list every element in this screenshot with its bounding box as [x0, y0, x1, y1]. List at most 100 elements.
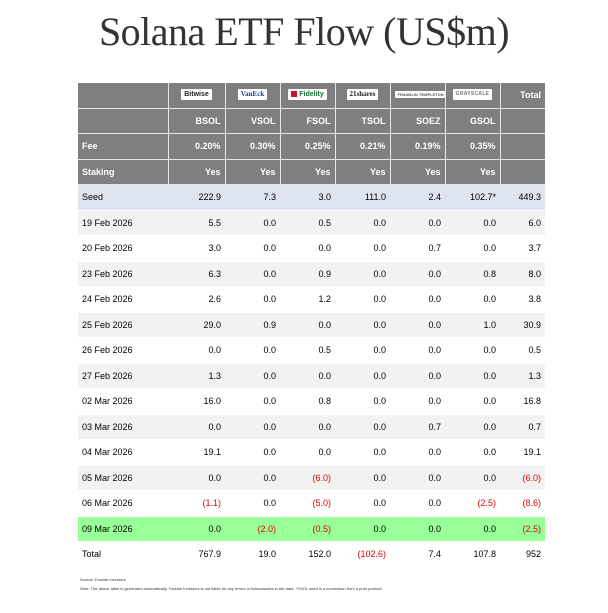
flow-cell: 0.0 — [390, 261, 445, 287]
flow-cell: 0.0 — [168, 465, 225, 491]
flow-cell: 5.5 — [168, 210, 225, 236]
flow-cell: 0.0 — [335, 261, 390, 287]
fee-cell: 0.30% — [225, 133, 281, 160]
row-total-cell: (8.6) — [500, 490, 545, 517]
corner-cell — [78, 83, 169, 109]
row-total-cell: 3.8 — [500, 286, 545, 313]
row-total-cell: 8.0 — [500, 261, 545, 287]
flow-cell: 0.0 — [225, 210, 280, 236]
fee-cell: 0.21% — [335, 133, 391, 160]
staking-cell: Yes — [390, 159, 446, 185]
flow-cell: 0.0 — [335, 516, 390, 542]
flow-cell: 0.9 — [225, 312, 280, 338]
fee-row: Fee 0.20% 0.30% 0.25% 0.21% 0.19% 0.35% — [78, 133, 545, 160]
row-total-cell: 19.1 — [500, 439, 545, 466]
flow-cell: 0.0 — [445, 414, 500, 440]
row-total-cell: 0.5 — [500, 337, 545, 364]
franklin-templeton-logo: FRANKLIN TEMPLETON — [394, 91, 444, 99]
flow-cell: 0.8 — [280, 388, 335, 415]
fee-cell: 0.20% — [168, 133, 226, 160]
fee-cell: 0.19% — [390, 133, 446, 160]
table-row: 19 Feb 2026 5.5 0.0 0.5 0.0 0.0 0.0 6.0 — [78, 210, 545, 236]
flow-cell: 0.0 — [225, 414, 280, 440]
ticker-cell: SOEZ — [390, 108, 446, 134]
flow-cell: 0.0 — [225, 235, 280, 262]
fee-cell: 0.35% — [445, 133, 501, 160]
flow-cell: 0.0 — [335, 388, 390, 415]
flow-cell: 0.0 — [335, 363, 390, 389]
flow-cell: 0.0 — [225, 363, 280, 389]
staking-row: Staking Yes Yes Yes Yes Yes Yes — [78, 159, 545, 185]
row-label: 09 Mar 2026 — [78, 516, 168, 542]
ticker-cell: GSOL — [445, 108, 501, 134]
row-label: 27 Feb 2026 — [78, 363, 168, 389]
staking-label: Staking — [78, 159, 169, 185]
flow-cell: (2.5) — [445, 490, 500, 517]
flow-cell: 0.0 — [390, 465, 445, 491]
flow-cell: 0.0 — [445, 439, 500, 466]
page-title: Solana ETF Flow (US$m) — [98, 9, 510, 54]
flow-cell: 0.5 — [280, 337, 335, 364]
flow-cell: 0.0 — [445, 286, 500, 313]
flow-cell: 0.0 — [445, 337, 500, 364]
flow-cell: 0.0 — [390, 312, 445, 338]
table-row: 09 Mar 2026 0.0 (2.0) (0.5) 0.0 0.0 0.0 (2.5) — [78, 516, 545, 542]
flow-cell: 3.0 — [280, 184, 335, 211]
flow-cell: 6.3 — [168, 261, 225, 287]
table-row: 05 Mar 2026 0.0 0.0 (6.0) 0.0 0.0 0.0 (6.0) — [78, 465, 545, 491]
flow-cell: 0.0 — [445, 235, 500, 262]
row-label: Seed — [78, 184, 168, 211]
flow-cell: 0.0 — [335, 490, 390, 517]
flow-cell: 0.0 — [335, 414, 390, 440]
ticker-cell: TSOL — [335, 108, 391, 134]
flow-cell: 2.4 — [390, 184, 445, 211]
table-row: Seed 222.9 7.3 3.0 111.0 2.4 102.7* 449.3 — [78, 184, 545, 211]
flow-cell: 0.0 — [390, 388, 445, 415]
flow-cell: 0.0 — [225, 337, 280, 364]
flow-cell: 111.0 — [335, 184, 390, 211]
flow-cell: (102.6) — [335, 541, 390, 568]
flow-cell: 1.2 — [280, 286, 335, 313]
row-total-cell: 16.8 — [500, 388, 545, 415]
flow-cell: 0.0 — [335, 465, 390, 491]
staking-cell: Yes — [280, 159, 336, 185]
staking-cell: Yes — [445, 159, 501, 185]
row-label: 03 Mar 2026 — [78, 414, 168, 440]
flow-cell: 29.0 — [168, 312, 225, 338]
flow-cell: 1.3 — [168, 363, 225, 389]
table-row: 04 Mar 2026 19.1 0.0 0.0 0.0 0.0 0.0 19.1 — [78, 439, 545, 466]
flow-cell: 0.0 — [280, 363, 335, 389]
row-total-cell: 0.7 — [500, 414, 545, 440]
flow-cell: 16.0 — [168, 388, 225, 415]
flow-cell: 0.0 — [335, 312, 390, 338]
flow-cell: 0.0 — [335, 235, 390, 262]
table-row: 27 Feb 2026 1.3 0.0 0.0 0.0 0.0 0.0 1.3 — [78, 363, 545, 389]
flow-cell: 0.9 — [280, 261, 335, 287]
table-row: 24 Feb 2026 2.6 0.0 1.2 0.0 0.0 0.0 3.8 — [78, 286, 545, 313]
flow-cell: 19.1 — [168, 439, 225, 466]
row-label: 04 Mar 2026 — [78, 439, 168, 466]
ticker-cell: FSOL — [280, 108, 336, 134]
flow-cell: 7.4 — [390, 541, 445, 568]
flow-cell: 0.0 — [335, 210, 390, 236]
flow-cell: 0.0 — [225, 388, 280, 415]
flow-cell: 0.0 — [335, 439, 390, 466]
flow-cell: 0.0 — [168, 414, 225, 440]
flow-cell: 0.0 — [225, 490, 280, 517]
row-label: 25 Feb 2026 — [78, 312, 168, 338]
flow-cell: 0.5 — [280, 210, 335, 236]
fidelity-mark-icon — [291, 90, 298, 97]
flow-cell: 0.0 — [225, 286, 280, 313]
flow-cell: 767.9 — [168, 541, 225, 568]
table-row: 23 Feb 2026 6.3 0.0 0.9 0.0 0.0 0.8 8.0 — [78, 261, 545, 287]
vaneck-logo: VanEck — [237, 88, 268, 100]
disclaimer-note: Note: The above table is generated autom… — [80, 586, 382, 591]
row-total-cell: (6.0) — [500, 465, 545, 491]
flow-cell: 3.0 — [168, 235, 225, 262]
row-label: 26 Feb 2026 — [78, 337, 168, 364]
flow-cell: 0.0 — [335, 337, 390, 364]
flow-cell: 0.0 — [280, 312, 335, 338]
issuer-logo-row: Bitwise VanEck Fidelity 21shares FRANKLI… — [78, 83, 545, 109]
flow-cell: 0.0 — [390, 490, 445, 517]
row-label: 24 Feb 2026 — [78, 286, 168, 313]
